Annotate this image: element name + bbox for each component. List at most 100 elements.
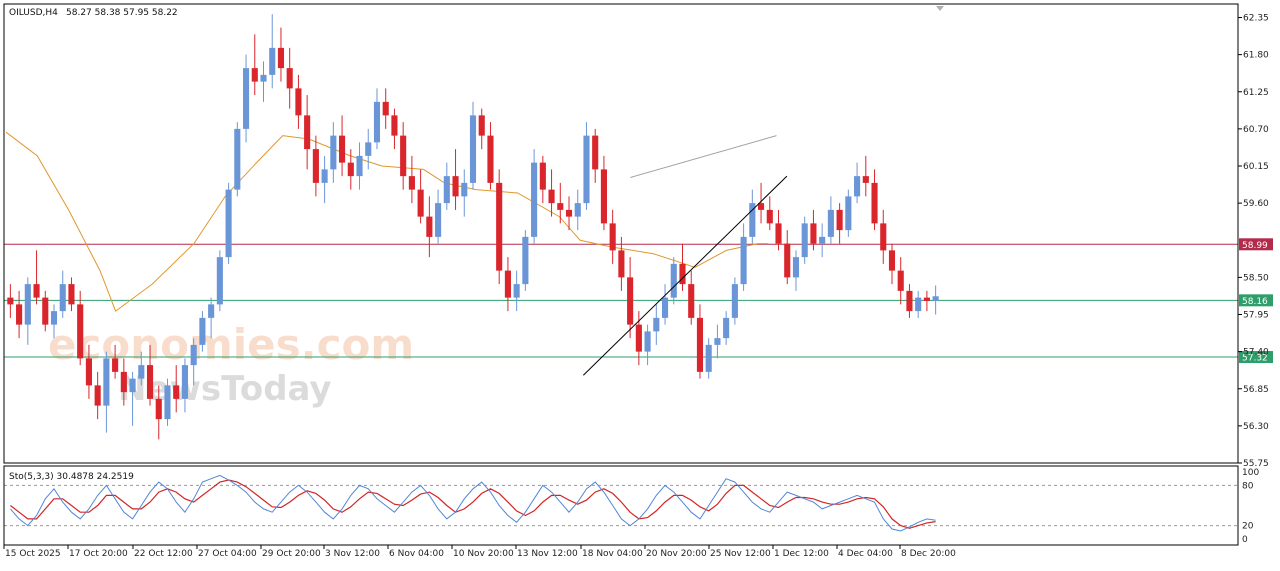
candle-body (391, 115, 398, 136)
trend-layer (582, 135, 788, 376)
candle-body (496, 182, 503, 271)
candle-body (365, 142, 372, 156)
candle-body (155, 398, 162, 420)
price-tick-label: 62.35 (1243, 14, 1269, 24)
time-tick-label: 15 Oct 2025 (5, 549, 61, 559)
stochastic-panel: 100 80 20 0 (4, 468, 1259, 545)
price-tick-label: 57.95 (1243, 311, 1269, 321)
level-badge-57.32 (1239, 351, 1273, 364)
candle-body (635, 324, 642, 352)
candle-body (216, 257, 223, 305)
candle-body (644, 331, 651, 352)
chart-symbol-label: OILUSD,H4 (9, 8, 58, 18)
candle-body (749, 203, 756, 237)
price-panel-frame (3, 3, 1239, 464)
candle-body (138, 365, 145, 379)
watermark-brand: economies.com (48, 320, 414, 369)
candle-body (164, 385, 171, 420)
candle-body (408, 176, 415, 190)
time-tick-label: 1 Dec 12:00 (774, 549, 829, 559)
scroll-marker-icon[interactable] (936, 6, 944, 11)
candle-body (208, 304, 215, 318)
candle-body (696, 317, 704, 372)
candle-body (880, 223, 887, 251)
level-badge-58.99 (1239, 238, 1273, 251)
candle-body (592, 135, 599, 170)
candle-body (242, 68, 250, 129)
candle-body (77, 304, 84, 359)
candle-body (600, 169, 607, 224)
moving-average-line (5, 131, 769, 312)
candle-body (251, 68, 258, 82)
time-tick-label: 3 Nov 12:00 (325, 549, 380, 559)
level-badge-58.16 (1239, 294, 1273, 307)
candle-body (286, 68, 293, 89)
candle-body (50, 311, 58, 325)
candle-body (932, 296, 939, 301)
stoch-signal-line (10, 479, 936, 529)
candle-body (225, 189, 232, 258)
candle-body (906, 290, 913, 312)
price-tick-label: 61.25 (1243, 88, 1269, 98)
stoch-panel-frame (3, 465, 1239, 546)
candle-body (862, 176, 869, 183)
candle-body (199, 317, 206, 345)
candle-body (103, 358, 110, 406)
candle-body (487, 135, 494, 183)
stoch-tick-label: 20 (1242, 522, 1254, 532)
price-tick-label: 60.15 (1243, 162, 1269, 172)
candle-body (400, 135, 407, 177)
stoch-tick-label: 0 (1242, 535, 1248, 545)
candle-body (16, 304, 23, 325)
candle-body (836, 209, 843, 231)
candle-body (522, 236, 529, 285)
candle-body (312, 149, 319, 183)
level-label-57.32: 57.32 (1242, 354, 1268, 364)
candle-body (758, 203, 765, 210)
candle-body (277, 47, 285, 69)
candle-body (321, 169, 328, 183)
time-tick-label: 17 Oct 20:00 (69, 549, 128, 559)
candle-body (723, 317, 730, 339)
candle-body (740, 236, 747, 285)
time-tick-label: 29 Oct 20:00 (262, 549, 321, 559)
candle-body (426, 216, 433, 237)
candle-body (269, 47, 276, 75)
stochastic-label: Sto(5,3,3) 30.4878 24.2519 (9, 472, 134, 482)
candle-body (854, 176, 861, 197)
candle-body (670, 263, 677, 298)
time-tick-label: 25 Nov 12:00 (710, 549, 771, 559)
candle-body (923, 297, 930, 301)
candle-body (181, 365, 188, 399)
price-tick-label: 61.80 (1243, 51, 1269, 61)
candle-body (295, 88, 302, 116)
price-tick-label: 58.50 (1243, 273, 1269, 283)
ma-layer (5, 131, 769, 312)
candle-body (417, 189, 424, 217)
candle-body (565, 209, 573, 217)
candle-body (234, 128, 241, 190)
candle-body (539, 162, 546, 190)
candle-body (7, 297, 14, 305)
level-label-58.99: 58.99 (1242, 241, 1268, 251)
candle-body (347, 162, 354, 177)
stoch-main-line (10, 474, 936, 532)
candle-body (190, 344, 197, 366)
time-tick-label: 8 Dec 20:00 (901, 549, 956, 559)
candle-body (888, 250, 896, 271)
candle-body (583, 135, 590, 204)
candle-body (478, 115, 485, 136)
candle-body (33, 284, 40, 298)
candle-body (557, 203, 564, 210)
time-tick-label: 4 Dec 04:00 (838, 549, 893, 559)
candle-body (59, 284, 66, 312)
candle-body (766, 209, 773, 224)
candle-body (260, 74, 267, 82)
chart-ohlc-readout: 58.27 58.38 57.95 58.22 (66, 8, 178, 18)
candle-body (24, 284, 31, 325)
candle-body (897, 270, 904, 291)
price-tick-label: 56.85 (1243, 385, 1269, 395)
candle-body (705, 344, 712, 372)
